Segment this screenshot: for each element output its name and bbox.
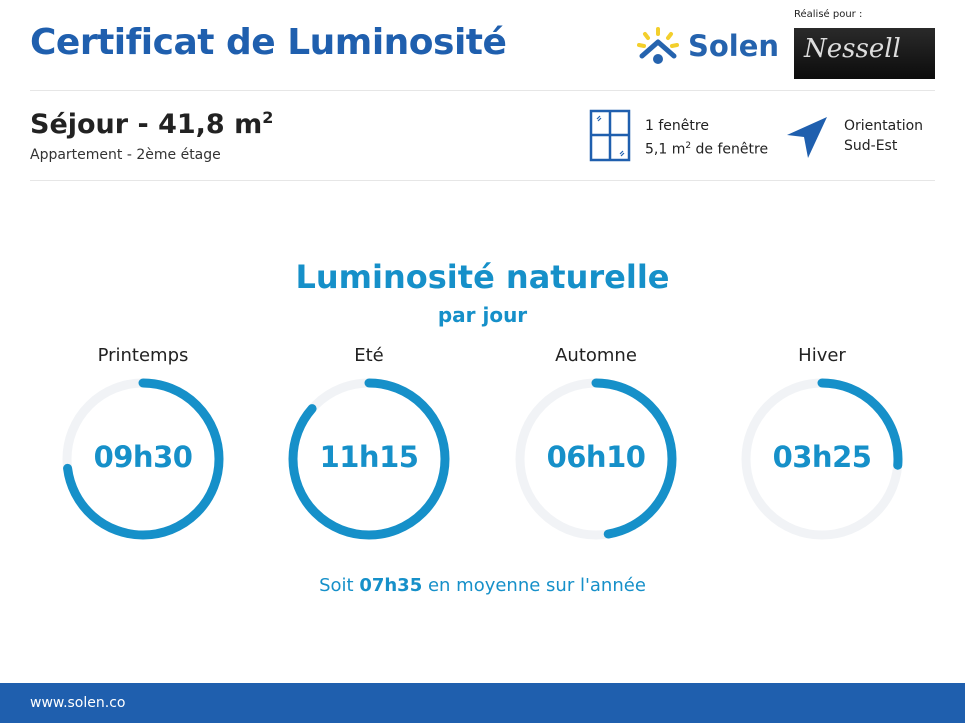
brand-name: Solen xyxy=(688,29,780,63)
footer-link[interactable]: www.solen.co xyxy=(30,695,126,711)
average-value: 07h35 xyxy=(359,575,423,596)
orientation-value: Sud-Est xyxy=(844,138,898,154)
orientation-label: Orientation xyxy=(844,118,924,134)
window-area-sup: 2 xyxy=(685,141,692,151)
season-gauge xyxy=(741,378,903,540)
divider xyxy=(30,90,935,91)
room-subtitle: Appartement - 2ème étage xyxy=(30,147,221,163)
season-value: 03h25 xyxy=(772,440,872,474)
season-gauge xyxy=(62,378,224,540)
gauge-arc xyxy=(288,378,450,540)
sun-house-icon xyxy=(637,27,679,64)
orientation-info: Orientation Sud-Est xyxy=(844,116,923,156)
footer: www.solen.co xyxy=(0,683,965,723)
gauge-arc xyxy=(62,378,224,540)
average-prefix: Soit xyxy=(319,575,360,596)
room-unit-sup: 2 xyxy=(262,108,274,127)
room-title: Séjour - 41,8 m2 xyxy=(30,108,273,140)
window-info: 1 fenêtre 5,1 m2 de fenêtre xyxy=(645,116,768,160)
room-name: Séjour - 41,8 m xyxy=(30,109,263,140)
page-title: Certificat de Luminosité xyxy=(30,22,507,63)
client-logo: Nessell xyxy=(794,28,935,79)
window-area-value: 5,1 m xyxy=(645,141,686,158)
window-area: 5,1 m2 de fenêtre xyxy=(645,136,768,160)
season-value: 06h10 xyxy=(546,440,646,474)
season-value: 11h15 xyxy=(319,440,419,474)
section-subheading: par jour xyxy=(437,303,528,327)
season-label: Eté xyxy=(354,345,384,366)
divider xyxy=(30,180,935,181)
gauge-arc xyxy=(741,378,903,540)
gauge-arc xyxy=(515,378,677,540)
season-label: Printemps xyxy=(97,345,189,366)
window-area-suffix: de fenêtre xyxy=(691,141,769,158)
realise-label: Réalisé pour : xyxy=(794,9,863,20)
season-value: 09h30 xyxy=(93,440,193,474)
average-suffix: en moyenne sur l'année xyxy=(422,575,646,596)
season-gauge xyxy=(288,378,450,540)
compass-arrow-icon xyxy=(787,117,827,158)
section-heading: Luminosité naturelle xyxy=(295,258,670,296)
window-icon xyxy=(589,109,631,162)
season-label: Automne xyxy=(555,345,637,366)
solen-logo: Solen xyxy=(636,26,779,66)
yearly-average: Soit 07h35 en moyenne sur l'année xyxy=(0,575,965,596)
season-gauge xyxy=(515,378,677,540)
window-count: 1 fenêtre xyxy=(645,118,709,134)
season-label: Hiver xyxy=(798,345,846,366)
